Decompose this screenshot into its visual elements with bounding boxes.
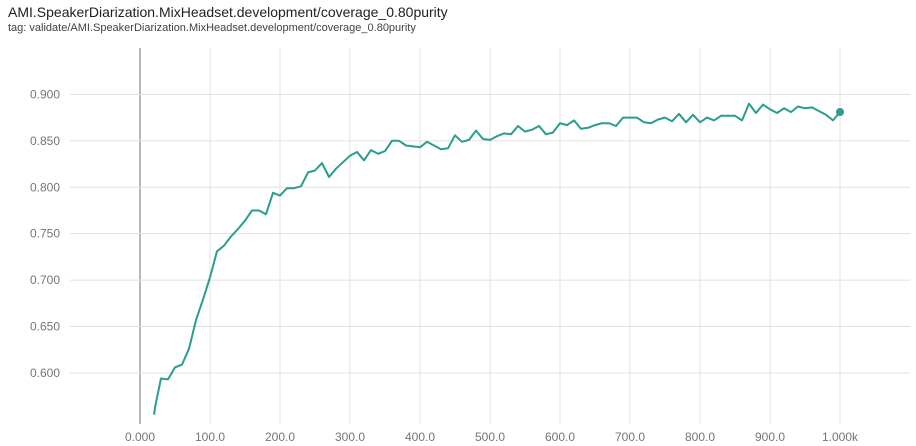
y-tick-label: 0.850	[30, 134, 60, 148]
y-tick-label: 0.700	[30, 273, 60, 287]
x-tick-label: 1.000k	[822, 430, 859, 444]
chart-title: AMI.SpeakerDiarization.MixHeadset.develo…	[8, 4, 448, 20]
y-tick-label: 0.650	[30, 320, 60, 334]
x-tick-label: 900.0	[755, 430, 785, 444]
series-line	[153, 102, 841, 415]
x-tick-label: 400.0	[405, 430, 435, 444]
y-tick-label: 0.900	[30, 87, 60, 101]
y-tick-label: 0.750	[30, 227, 60, 241]
chart-tag: tag: validate/AMI.SpeakerDiarization.Mix…	[8, 22, 416, 34]
x-tick-label: 500.0	[475, 430, 505, 444]
x-tick-label: 800.0	[685, 430, 715, 444]
x-tick-label: 200.0	[265, 430, 295, 444]
x-tick-label: 0.000	[125, 430, 155, 444]
grid	[70, 48, 910, 424]
x-tick-label: 300.0	[335, 430, 365, 444]
last-data-point[interactable]	[836, 108, 844, 117]
y-tick-label: 0.600	[30, 366, 60, 380]
x-tick-label: 700.0	[615, 430, 645, 444]
axis-labels: 0.000 100.0 200.0 300.0 400.0 500.0 600.0 700.0…	[30, 87, 859, 444]
x-tick-label: 100.0	[195, 430, 225, 444]
series	[153, 102, 844, 415]
x-tick-label: 600.0	[545, 430, 575, 444]
y-tick-label: 0.800	[30, 180, 60, 194]
